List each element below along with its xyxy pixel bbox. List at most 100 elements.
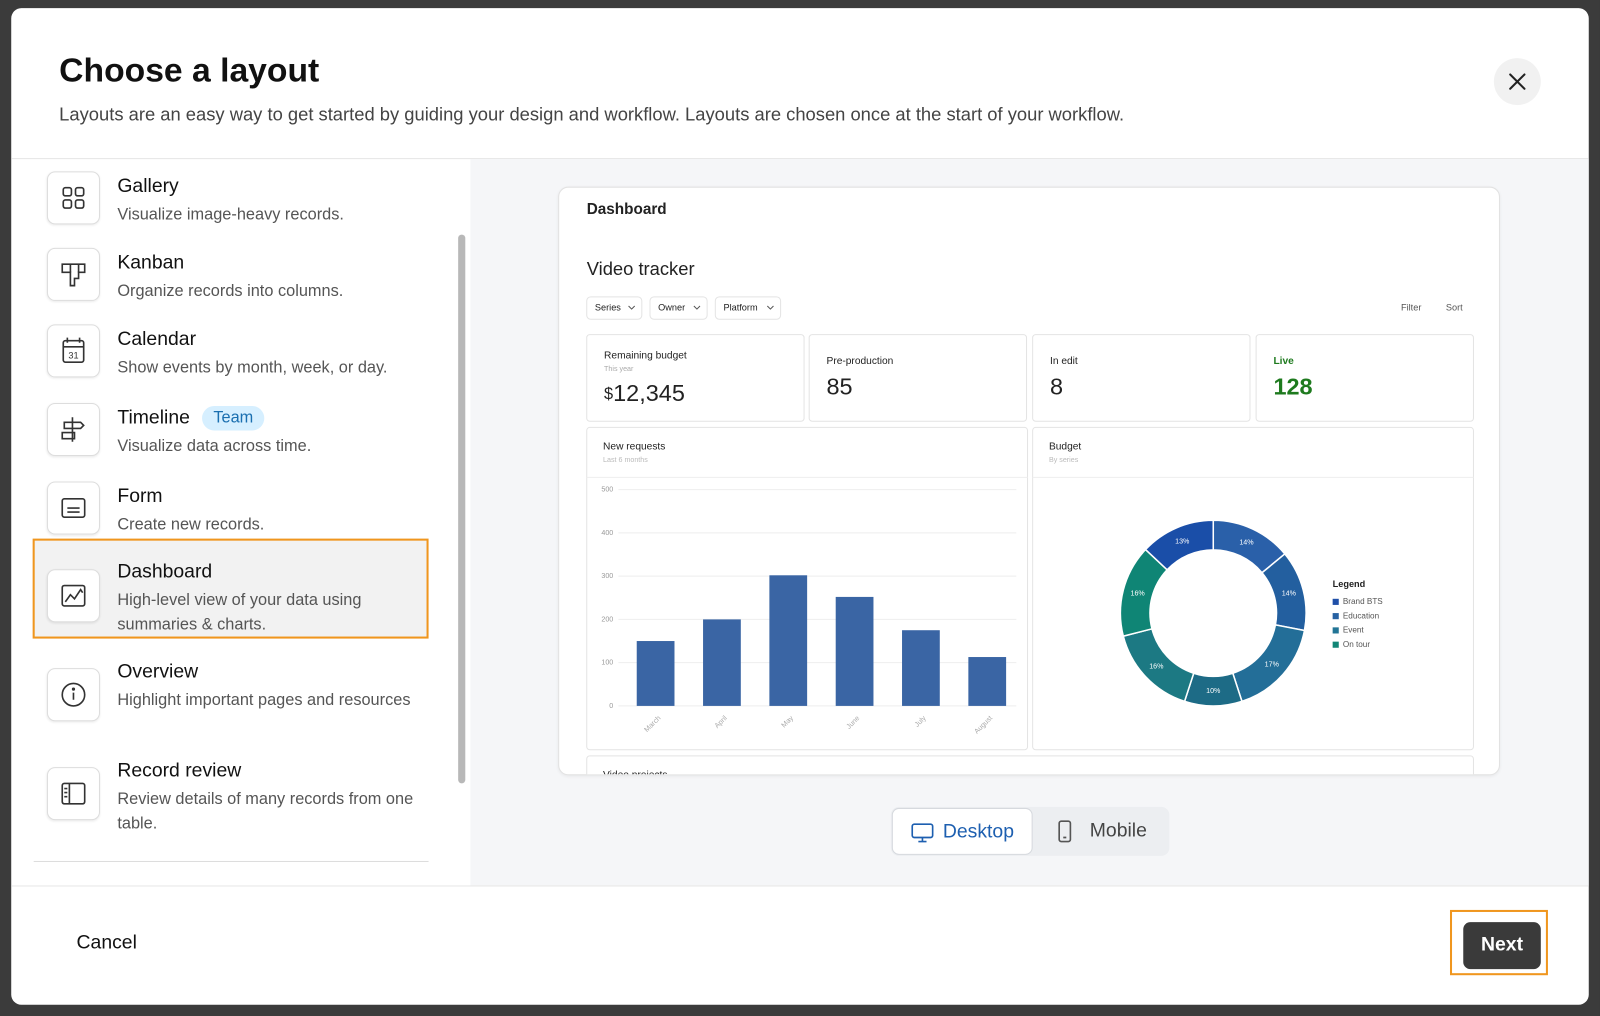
layout-icon	[46, 171, 100, 225]
layout-name-text: Timeline	[117, 407, 190, 429]
segment-label: 16%	[1131, 590, 1146, 598]
layout-name: Gallery	[117, 174, 418, 198]
filter-pill	[586, 296, 643, 320]
icon-glyph	[61, 782, 86, 805]
y-tick-label: 200	[601, 615, 613, 623]
stat-value: 85	[827, 374, 853, 400]
icon-glyph: 31	[62, 337, 85, 363]
divider	[33, 860, 429, 862]
divider	[11, 158, 1589, 160]
stat-sublabel: This year	[604, 365, 634, 373]
y-tick-label: 500	[601, 486, 613, 494]
layout-item[interactable]: Kanban Organize records into columns.	[117, 251, 418, 304]
chevron	[693, 305, 701, 310]
dashboard-title: Video tracker	[587, 258, 695, 279]
segment-label: 13%	[1175, 537, 1190, 545]
chart-subtitle: By series	[1049, 456, 1079, 464]
toggle-label: Mobile	[1089, 820, 1147, 842]
segment-label: 10%	[1206, 687, 1221, 695]
next-button[interactable]: Next	[1463, 922, 1541, 970]
selected-row[interactable]	[32, 538, 429, 639]
layout-name-text: Record review	[117, 759, 242, 782]
stat-value: 8	[1050, 374, 1063, 400]
bar	[703, 619, 741, 706]
preview: Dashboard Video tracker Series Owner Platfor…	[586, 201, 1474, 775]
segment-label: 17%	[1265, 661, 1280, 669]
legend-swatch	[1332, 627, 1339, 634]
layout-item[interactable]: Form Create new records.	[117, 485, 418, 538]
legend-swatch	[1332, 641, 1339, 648]
layout-description: Highlight important pages and resources	[117, 691, 411, 709]
cancel-button[interactable]: Cancel	[76, 932, 137, 954]
layout-name: Record review	[117, 759, 418, 783]
layout-description: Create new records.	[117, 516, 265, 534]
chevron	[766, 305, 774, 310]
highlight-outline	[1449, 909, 1548, 976]
layout-description: High-level view of your data using summa…	[117, 591, 362, 634]
stat-label: Live	[1273, 356, 1294, 367]
icon-glyph	[61, 417, 85, 442]
layout-name-text: Gallery	[117, 175, 179, 197]
layout-description: Show events by month, week, or day.	[117, 359, 388, 377]
icon-glyph	[61, 263, 86, 287]
action: Sort	[1446, 302, 1463, 312]
preview-card: Dashboard Video tracker Series Owner Platfor…	[558, 186, 1500, 776]
modal-subtitle: Layouts are an easy way to get started b…	[59, 104, 1125, 125]
stat-value: 128	[1273, 374, 1312, 400]
segment-label: 14%	[1282, 590, 1297, 598]
bar	[636, 641, 675, 706]
layout-name-text: Overview	[117, 661, 199, 683]
layout-name-text: Dashboard	[117, 561, 213, 583]
icon-glyph	[61, 498, 86, 519]
divider	[11, 885, 1589, 887]
filter-pill	[714, 296, 782, 320]
toggle-label: Desktop	[942, 821, 1014, 843]
stat-value: $12,345	[604, 380, 685, 406]
icon-glyph	[61, 682, 86, 707]
layout-item[interactable]: Calendar Show events by month, week, or d…	[117, 327, 418, 380]
scrollbar[interactable]	[458, 234, 466, 784]
toggle-button[interactable]: Desktop	[891, 807, 1033, 855]
stat-value-text: 85	[827, 374, 853, 400]
layout-description: Visualize image-heavy records.	[117, 206, 344, 224]
layout-icon	[46, 767, 100, 821]
legend-label: Education	[1343, 611, 1379, 620]
layout-item[interactable]: Dashboard High-level view of your data us…	[117, 560, 418, 638]
stat-value-text: 8	[1050, 374, 1063, 400]
chevron	[628, 305, 636, 310]
layout-description: Visualize data across time.	[117, 437, 312, 455]
layout-name: Dashboard	[117, 560, 418, 584]
legend-title: Legend	[1333, 579, 1366, 589]
page-title: Dashboard	[587, 201, 667, 218]
section-card	[586, 755, 1474, 775]
layout-icon: 31	[46, 324, 100, 378]
layout-item[interactable]: Overview Highlight important pages and re…	[117, 660, 418, 713]
layout-description: Review details of many records from one …	[117, 790, 414, 833]
layout-name: Form	[117, 485, 418, 509]
stat-label: In edit	[1050, 356, 1078, 367]
layout-name-text: Kanban	[117, 251, 185, 274]
stat-card	[1032, 334, 1251, 422]
close-icon	[1509, 73, 1526, 90]
layout-icon	[46, 668, 100, 722]
toggle-button[interactable]: Mobile	[1035, 808, 1169, 855]
legend-label: On tour	[1343, 640, 1370, 649]
stat-value-text: 128	[1273, 374, 1312, 400]
section-title: Video projects	[603, 770, 667, 775]
layout-icon	[46, 481, 100, 535]
svg-text:31: 31	[68, 350, 78, 360]
layout-icon	[46, 569, 100, 623]
close-button[interactable]	[1493, 58, 1541, 106]
toggle-icon	[1058, 820, 1072, 843]
layout-name: Calendar	[117, 327, 418, 351]
action: Filter	[1401, 302, 1421, 312]
badge: Team	[202, 405, 265, 431]
layout-item[interactable]: Record review Review details of many reco…	[117, 759, 418, 837]
layout-item[interactable]: Gallery Visualize image-heavy records.	[117, 174, 418, 227]
layout-name: Kanban	[117, 251, 418, 275]
stat-prefix: $	[604, 385, 613, 403]
layout-name-text: Form	[117, 485, 163, 507]
bar	[835, 596, 874, 706]
layout-item[interactable]: Timeline Team Visualize data across time.	[117, 405, 418, 459]
stat-value-text: 12,345	[613, 380, 685, 406]
